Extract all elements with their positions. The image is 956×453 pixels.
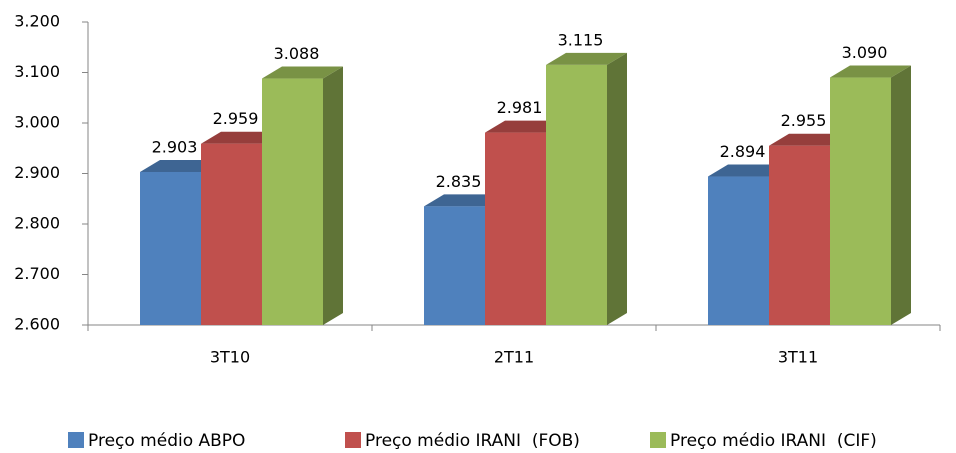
bar-top [201, 131, 282, 144]
x-tick-label: 3T11 [778, 348, 818, 367]
bar [424, 206, 485, 325]
bar [708, 176, 769, 325]
bar [485, 132, 546, 325]
legend-swatch [650, 432, 666, 448]
bar-top [262, 66, 343, 79]
bar-top [424, 194, 505, 207]
bar-top [769, 133, 850, 146]
bar [201, 143, 262, 325]
bar [262, 78, 323, 325]
data-label: 2.981 [497, 98, 543, 117]
bar-top [546, 52, 627, 65]
legend-swatch [68, 432, 84, 448]
bar-top [140, 159, 221, 172]
legend-swatch [345, 432, 361, 448]
bar-side [323, 66, 343, 325]
data-label: 2.959 [213, 109, 259, 128]
x-tick-label: 3T10 [210, 348, 250, 367]
data-label: 3.115 [558, 30, 604, 49]
y-tick-label: 2.900 [14, 163, 60, 182]
legend-label: Preço médio IRANI (FOB) [365, 431, 580, 451]
data-label: 3.088 [274, 44, 320, 63]
bar [546, 64, 607, 326]
bar-top [485, 120, 566, 133]
y-tick-label: 2.600 [14, 315, 60, 334]
bar-top [830, 65, 911, 78]
y-tick-label: 3.200 [14, 12, 60, 31]
legend-label: Preço médio IRANI (CIF) [670, 431, 877, 451]
y-tick-label: 3.100 [14, 62, 60, 81]
x-tick-label: 2T11 [494, 348, 534, 367]
y-tick-label: 2.700 [14, 264, 60, 283]
data-label: 2.903 [152, 137, 198, 156]
data-label: 3.090 [842, 43, 888, 62]
bar-top [708, 164, 789, 177]
data-label: 2.894 [720, 142, 766, 161]
y-tick-label: 3.000 [14, 113, 60, 132]
legend-label: Preço médio ABPO [88, 431, 245, 451]
bar-side [891, 65, 911, 326]
y-tick-label: 2.800 [14, 214, 60, 233]
bar [140, 171, 201, 325]
data-label: 2.835 [436, 172, 482, 191]
data-label: 2.955 [781, 111, 827, 130]
bar [830, 77, 891, 325]
bar-side [607, 52, 627, 326]
bar [769, 145, 830, 325]
